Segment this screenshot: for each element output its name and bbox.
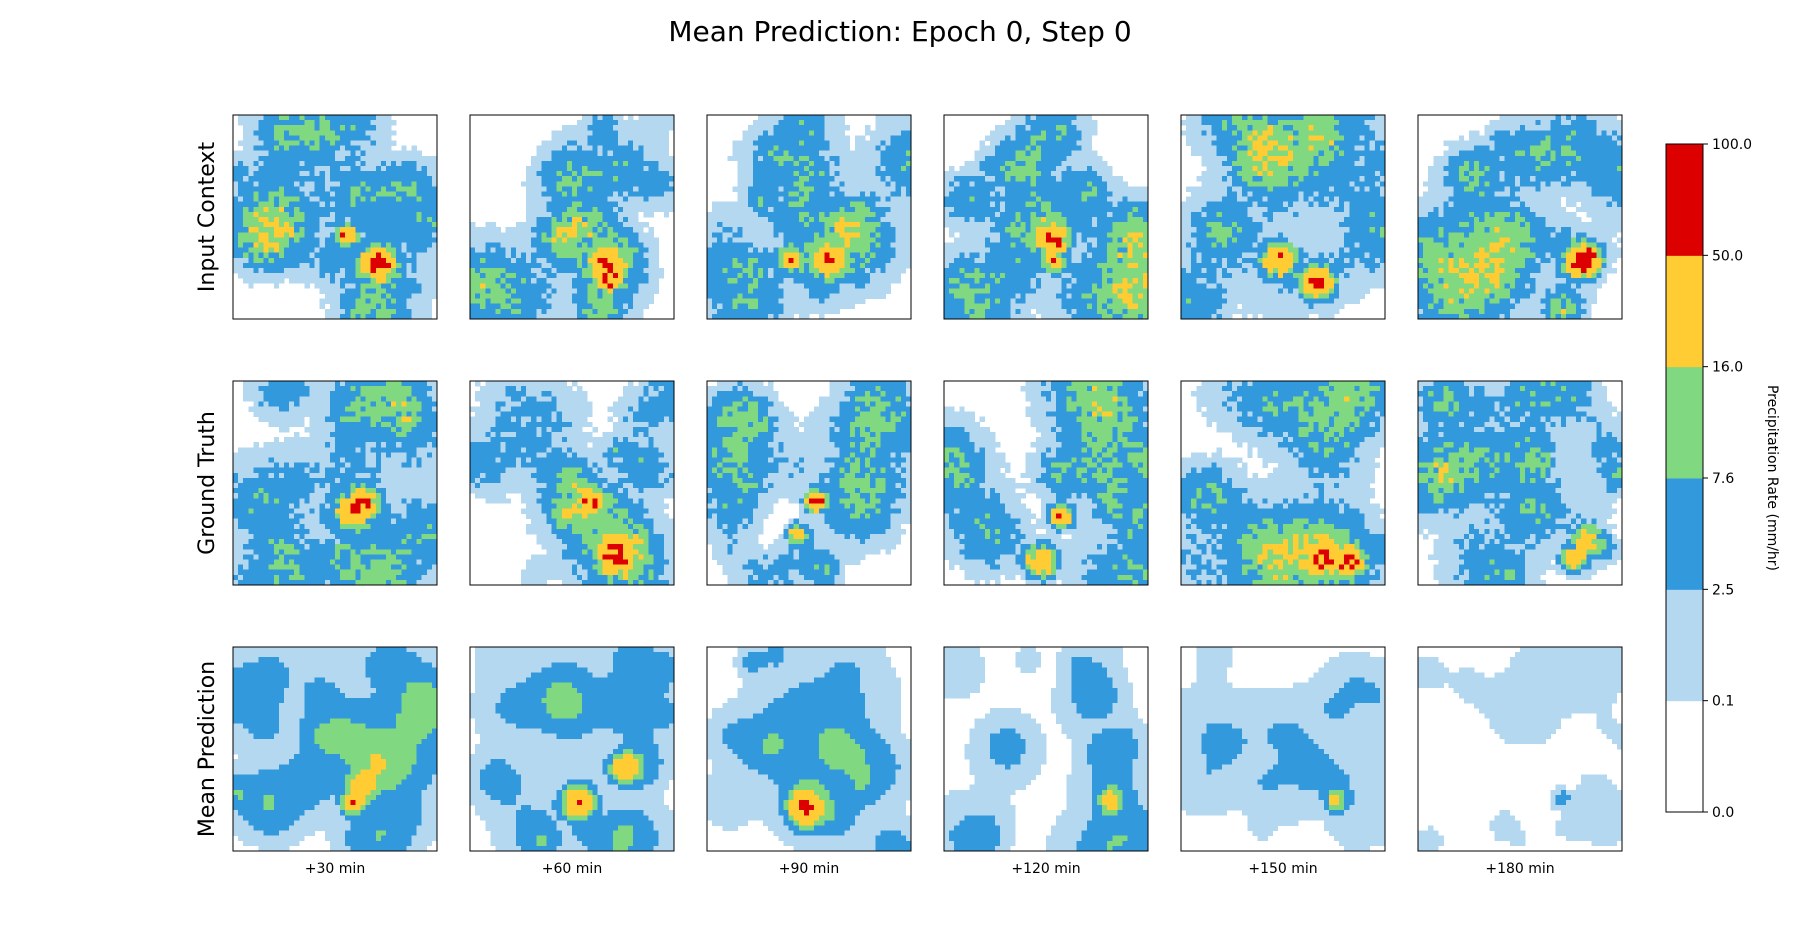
heatmap-panel (1417, 380, 1623, 586)
heatmap-panel (943, 380, 1149, 586)
panel-frame (943, 380, 1149, 586)
colorbar-tick-label: 100.0 (1712, 137, 1752, 153)
panel-frame (469, 646, 675, 852)
panel-frame (469, 380, 675, 586)
colorbar-tick-label: 7.6 (1712, 471, 1734, 487)
colorbar-tick-label: 0.0 (1712, 805, 1734, 821)
colorbar-segment (1666, 478, 1703, 590)
heatmap-panel (1180, 646, 1386, 852)
heatmap-panel (1417, 114, 1623, 320)
heatmap-panel (1180, 114, 1386, 320)
column-tick-label: +120 min (1011, 861, 1080, 877)
heatmap-panel (706, 114, 912, 320)
column-tick-label: +90 min (779, 861, 839, 877)
colorbar-tick-label: 50.0 (1712, 248, 1743, 264)
colorbar-segment (1666, 255, 1703, 368)
heatmap-panel (943, 114, 1149, 320)
colorbar-segment (1666, 589, 1703, 702)
panel-frame (1417, 114, 1623, 320)
heatmap-panel (232, 646, 438, 852)
colorbar: 0.0 0.1 2.5 7.6 16.0 50.0 100.0 Precipitation R… (1665, 137, 1780, 821)
panel-frame (706, 114, 912, 320)
heatmap-panel (232, 114, 438, 320)
panel-frame (469, 114, 675, 320)
heatmap-panel (706, 380, 912, 586)
panel-frame (943, 646, 1149, 852)
heatmap-panel (1417, 646, 1623, 852)
heatmap-panel (943, 646, 1149, 852)
panel-frame (1180, 114, 1386, 320)
colorbar-label: Precipitation Rate (mm/hr) (1764, 385, 1780, 571)
row-label: Ground Truth (195, 411, 220, 555)
panel-frame (706, 646, 912, 852)
heatmap-panel (1180, 380, 1386, 586)
column-tick-label: +60 min (542, 861, 602, 877)
panel-grid (232, 114, 1623, 852)
colorbar-tick-label: 2.5 (1712, 582, 1734, 598)
panel-frame (232, 114, 438, 320)
panel-frame (1180, 646, 1386, 852)
panel-frame (1417, 646, 1623, 852)
row-label: Input Context (195, 142, 220, 293)
heatmap-panel (469, 114, 675, 320)
colorbar-segment (1666, 366, 1703, 479)
figure-title: Mean Prediction: Epoch 0, Step 0 (668, 15, 1131, 48)
column-tick-labels: +30 min +60 min +90 min +120 min +150 min +18… (305, 861, 1555, 877)
colorbar-segment (1666, 144, 1703, 256)
row-label: Mean Prediction (195, 661, 220, 837)
panel-frame (232, 380, 438, 586)
panel-frame (1417, 380, 1623, 586)
panel-frame (706, 380, 912, 586)
panel-frame (943, 114, 1149, 320)
colorbar-tick-label: 0.1 (1712, 694, 1734, 710)
panel-frame (1180, 380, 1386, 586)
heatmap-panel (469, 380, 675, 586)
column-tick-label: +150 min (1248, 861, 1317, 877)
colorbar-segment (1666, 700, 1703, 813)
heatmap-panel (469, 646, 675, 852)
heatmap-panel (232, 380, 438, 586)
colorbar-tick-label: 16.0 (1712, 360, 1743, 376)
row-labels: Input Context Ground Truth Mean Prediction (195, 142, 220, 838)
heatmap-panel (706, 646, 912, 852)
column-tick-label: +180 min (1485, 861, 1554, 877)
column-tick-label: +30 min (305, 861, 365, 877)
panel-frame (232, 646, 438, 852)
